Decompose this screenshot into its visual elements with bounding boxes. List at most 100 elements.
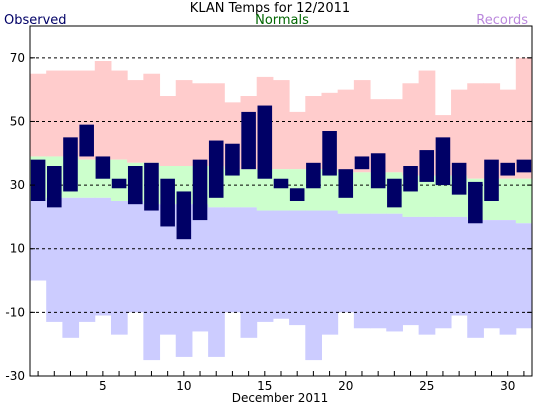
observed-bar [435, 137, 451, 186]
observed-bar [241, 111, 256, 170]
record-low-band [418, 216, 436, 335]
record-low-band [30, 201, 47, 281]
record-low-band [159, 204, 177, 335]
record-low-band [321, 210, 339, 335]
record-low-band [191, 204, 209, 332]
record-low-band [256, 210, 274, 322]
observed-bar [47, 166, 62, 208]
record-low-band [402, 216, 420, 326]
record-high-band [418, 70, 436, 176]
observed-bar [127, 166, 143, 205]
observed-bar [192, 159, 208, 221]
record-low-band [224, 207, 242, 313]
record-high-band [467, 83, 484, 179]
observed-bar [306, 162, 321, 189]
x-tick-label: 5 [99, 379, 107, 393]
observed-bar [273, 178, 289, 189]
record-high-band [515, 57, 533, 179]
legend-normals: Normals [255, 13, 309, 28]
y-tick-label: -10 [5, 305, 25, 319]
normal-band [272, 169, 290, 211]
record-low-band [78, 197, 96, 322]
observed-bar [225, 143, 240, 176]
observed-bar [63, 137, 78, 192]
observed-bar [111, 178, 127, 189]
record-low-band [289, 210, 306, 326]
record-low-band [272, 210, 290, 319]
observed-bar [468, 181, 483, 224]
normal-band [499, 178, 517, 221]
normal-band [224, 169, 242, 208]
normal-band [240, 169, 258, 208]
record-low-band [127, 201, 144, 313]
normal-band [78, 159, 96, 198]
record-high-band [451, 89, 468, 176]
record-high-band [191, 83, 209, 166]
observed-bar [387, 178, 402, 208]
observed-bar [500, 162, 515, 176]
chart-title: KLAN Temps for 12/2011 [190, 1, 350, 16]
observed-bar [419, 150, 435, 182]
plot-area: -30 -10 10 30 50 70 5 10 15 20 25 30 [5, 25, 533, 393]
observed-bar [370, 153, 386, 189]
observed-bar [451, 162, 467, 195]
record-high-band [46, 70, 63, 157]
record-low-band [386, 213, 403, 332]
x-tick-label: 10 [176, 379, 191, 393]
observed-bar [208, 140, 224, 198]
record-low-band [370, 213, 387, 329]
observed-bar [160, 178, 175, 227]
observed-bar [79, 124, 94, 157]
record-low-band [515, 223, 533, 329]
x-tick-label: 25 [419, 379, 434, 393]
record-low-band [337, 213, 355, 313]
record-high-band [353, 80, 371, 173]
record-high-band [94, 61, 112, 160]
observed-bar [95, 156, 111, 179]
record-low-band [483, 220, 501, 329]
record-high-band [175, 80, 193, 166]
normal-band [256, 169, 274, 211]
y-tick-label: 70 [10, 51, 25, 65]
record-high-band [127, 80, 144, 163]
record-high-band [272, 80, 290, 170]
record-low-band [208, 207, 225, 357]
normal-band [353, 172, 371, 214]
observed-bar [30, 159, 46, 201]
record-low-band [46, 197, 63, 322]
record-low-band [499, 220, 517, 335]
observed-bar [289, 188, 305, 201]
record-high-band [402, 83, 420, 176]
record-high-band [62, 70, 80, 157]
record-high-band [159, 96, 177, 166]
x-tick-label: 30 [500, 379, 515, 393]
legend-observed: Observed [4, 13, 67, 28]
record-high-band [30, 73, 47, 157]
record-low-band [305, 210, 322, 361]
record-low-band [62, 197, 80, 338]
record-high-band [483, 83, 501, 179]
record-high-band [386, 99, 403, 173]
y-tick-label: -30 [5, 369, 25, 383]
x-tick-label: 15 [257, 379, 272, 393]
observed-bar [403, 166, 418, 192]
y-tick-label: 10 [10, 242, 25, 256]
record-low-band [175, 204, 193, 357]
record-low-band [434, 216, 452, 329]
observed-bar [176, 191, 192, 240]
observed-bar [354, 156, 370, 170]
record-low-band [110, 201, 128, 335]
record-high-band [143, 73, 161, 163]
x-axis-label: December 2011 [232, 391, 329, 405]
y-tick-label: 50 [10, 114, 25, 128]
observed-bar [484, 159, 499, 201]
record-low-band [94, 197, 112, 316]
observed-bar [257, 105, 273, 179]
normal-band [418, 175, 436, 217]
observed-bar [322, 131, 337, 176]
observed-bar [144, 162, 159, 211]
x-tick-label: 20 [338, 379, 353, 393]
record-low-band [240, 207, 258, 338]
normal-band [434, 175, 452, 217]
